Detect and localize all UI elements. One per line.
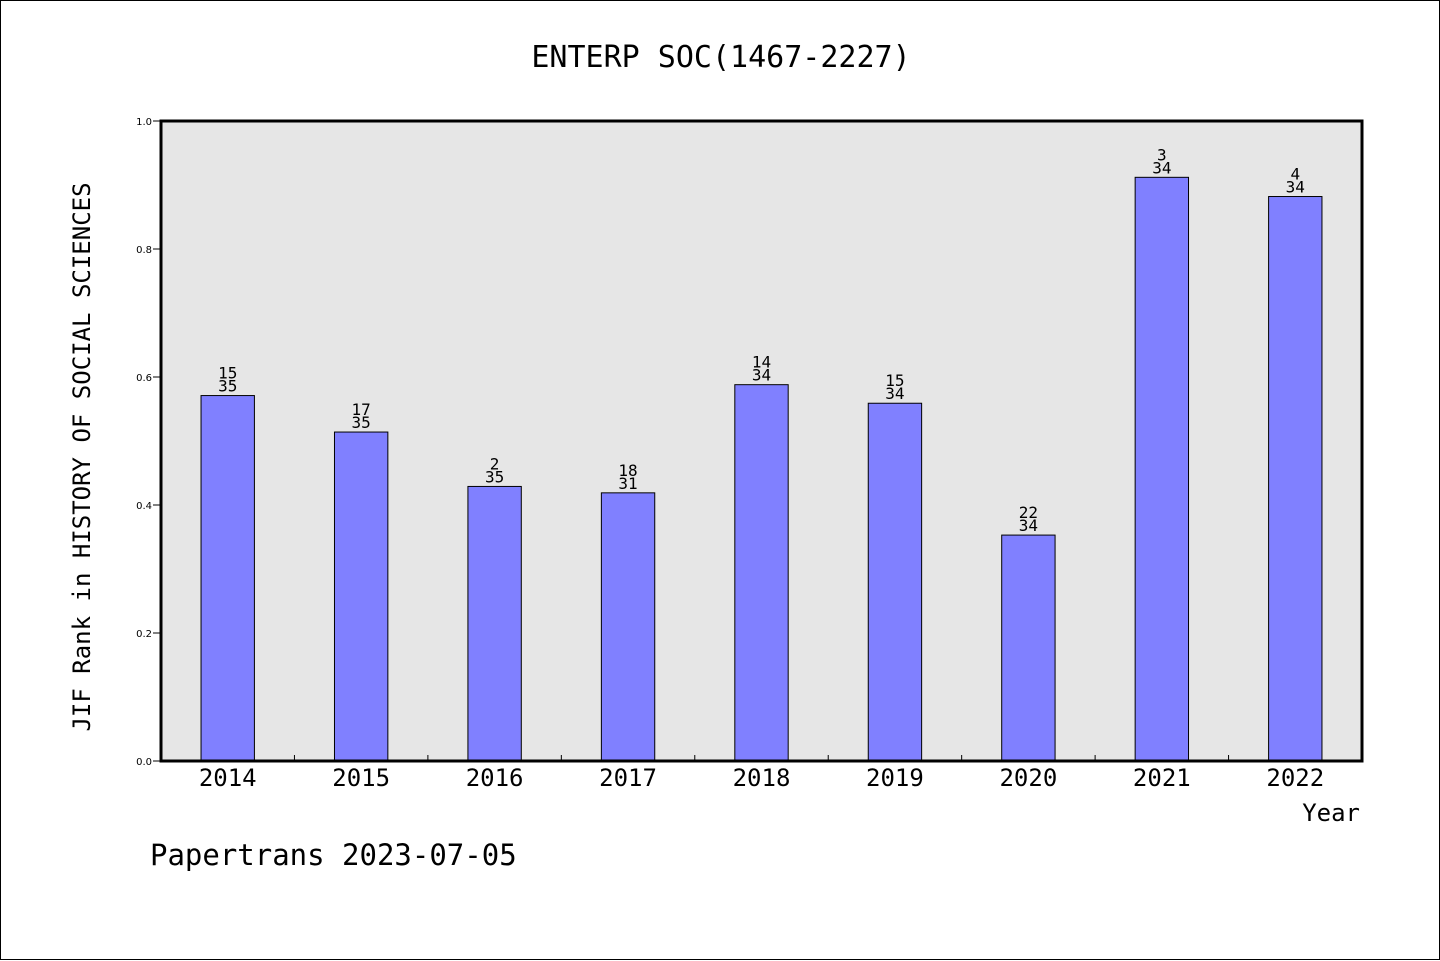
- y-axis: 0.0 0.2 0.4 0.6 0.8 1.0: [136, 117, 161, 768]
- bar-label-rank: 14: [752, 353, 771, 372]
- bar-2016: [467, 485, 522, 762]
- y-tick-label: 0.8: [136, 245, 152, 256]
- bar-label-total: 35: [352, 413, 371, 432]
- bar-label-rank: 22: [1019, 503, 1038, 522]
- x-tick-label: 2017: [599, 764, 657, 792]
- bar-label-total: 35: [485, 467, 504, 486]
- x-tick-label: 2021: [1133, 764, 1191, 792]
- bar-2014: [200, 395, 255, 762]
- bar-label-total: 34: [752, 366, 771, 385]
- bar-2021: [1134, 176, 1190, 762]
- chart-title: ENTERP SOC(1467-2227): [531, 40, 910, 75]
- x-tick-label: 2019: [866, 764, 924, 792]
- y-tick-label: 0.0: [136, 757, 152, 768]
- x-tick-label: 2022: [1266, 764, 1324, 792]
- bar-2015: [333, 431, 389, 762]
- x-tick-label: 2014: [199, 764, 257, 792]
- watermark-text: Papertrans 2023-07-05: [150, 838, 517, 872]
- x-axis: 2014 2015 2016 2017 2018 2019 2020 2021 2022: [199, 755, 1324, 792]
- x-tick-label: 2018: [733, 764, 791, 792]
- bar-label-total: 31: [618, 474, 637, 493]
- x-axis-label: Year: [1302, 799, 1360, 827]
- bar-label-total: 34: [1019, 516, 1038, 535]
- y-tick-label: 0.2: [136, 629, 152, 640]
- x-tick-label: 2020: [999, 764, 1057, 792]
- bars: [200, 176, 1323, 762]
- bar-label-total: 34: [1286, 178, 1305, 197]
- bar-label-rank: 15: [218, 364, 237, 383]
- bar-label-rank: 4: [1290, 165, 1300, 184]
- bar-label-rank: 2: [490, 454, 500, 473]
- bar-label-total: 35: [218, 377, 237, 396]
- bar-label-rank: 15: [885, 371, 904, 390]
- bar-2019: [867, 402, 923, 762]
- plot-frame: [159, 119, 1364, 763]
- bar-2022: [1268, 196, 1323, 762]
- bar-label-rank: 18: [618, 461, 637, 480]
- bar-2017: [600, 492, 656, 762]
- bar-label-rank: 17: [352, 400, 371, 419]
- x-tick-label: 2015: [332, 764, 390, 792]
- bar-2018: [734, 384, 789, 762]
- x-tick-label: 2016: [466, 764, 524, 792]
- bar-label-total: 34: [885, 384, 904, 403]
- bar-2020: [1001, 534, 1056, 762]
- y-axis-label: JIF Rank in HISTORY OF SOCIAL SCIENCES: [68, 182, 96, 731]
- bar-label-rank: 3: [1157, 145, 1167, 164]
- bar-label-total: 34: [1152, 158, 1171, 177]
- y-tick-label: 0.6: [136, 373, 152, 384]
- y-tick-label: 1.0: [136, 117, 152, 128]
- y-tick-label: 0.4: [136, 501, 152, 512]
